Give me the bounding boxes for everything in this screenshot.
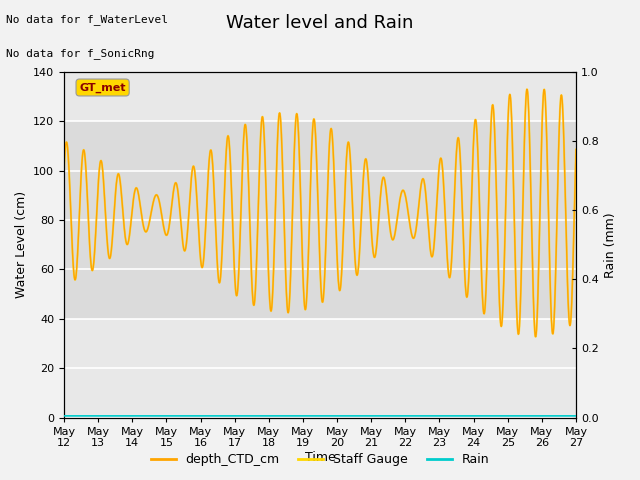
Y-axis label: Rain (mm): Rain (mm): [604, 212, 617, 277]
Bar: [64, 121, 576, 319]
Text: GT_met: GT_met: [79, 83, 126, 93]
Y-axis label: Water Level (cm): Water Level (cm): [15, 191, 28, 299]
X-axis label: Time: Time: [305, 451, 335, 464]
Legend: depth_CTD_cm, Staff Gauge, Rain: depth_CTD_cm, Staff Gauge, Rain: [145, 448, 495, 471]
Text: Water level and Rain: Water level and Rain: [227, 14, 413, 33]
Text: No data for f_WaterLevel: No data for f_WaterLevel: [6, 14, 168, 25]
Text: No data for f_SonicRng: No data for f_SonicRng: [6, 48, 155, 59]
